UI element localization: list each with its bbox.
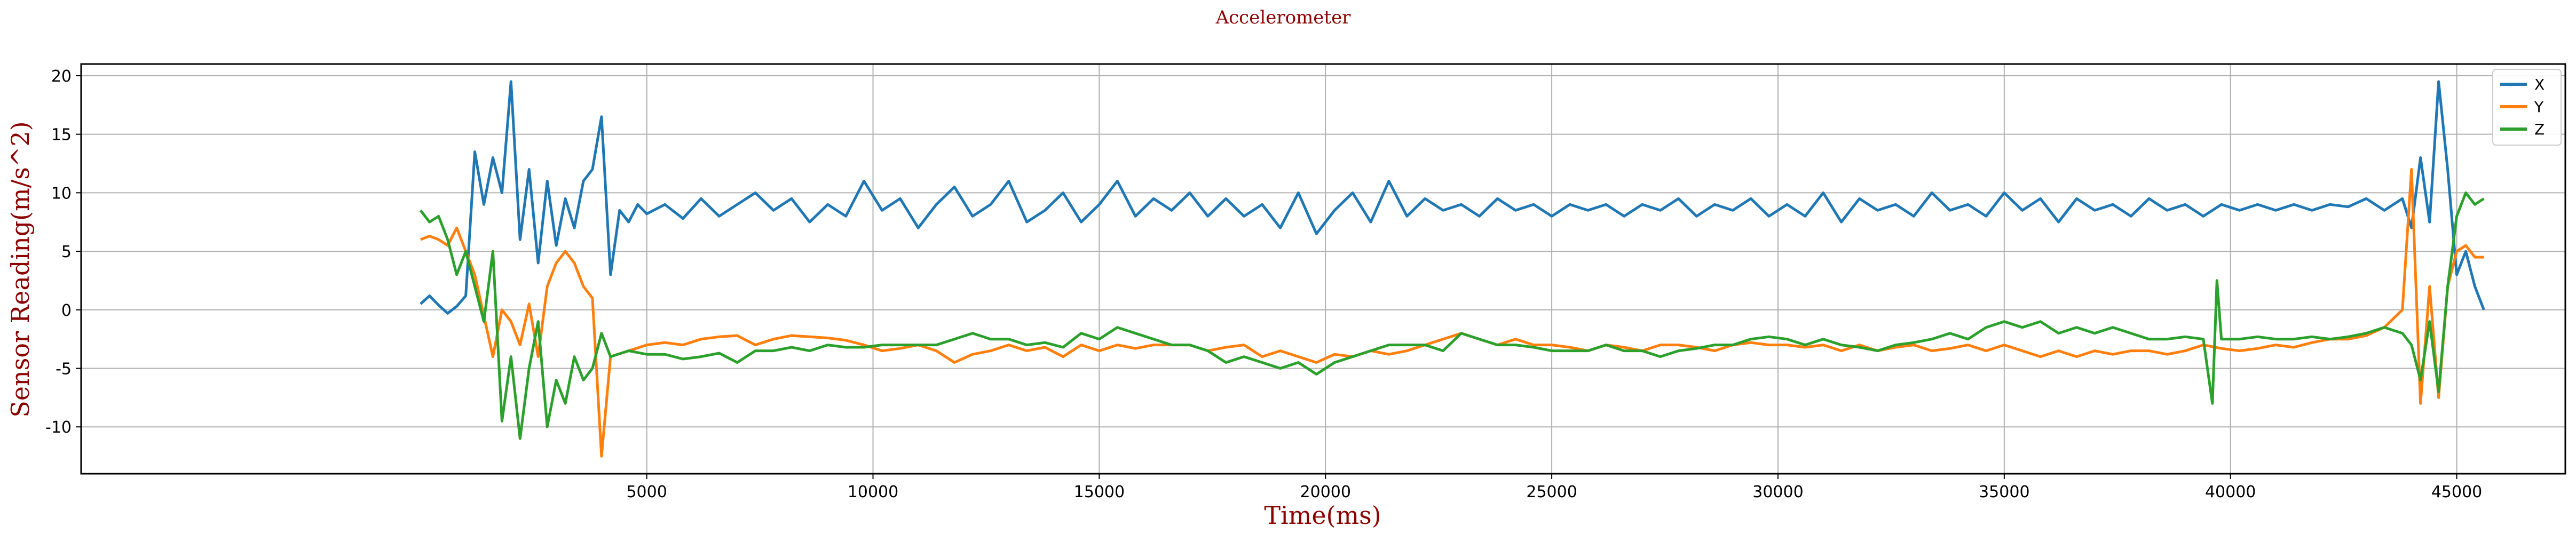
legend-label-z: Z: [2534, 121, 2545, 138]
y-axis-label: Sensor Reading(m/s^2): [6, 121, 35, 417]
x-tick-label: 40000: [2205, 483, 2256, 501]
x-tick-label: 15000: [1074, 483, 1125, 501]
y-tick-label: 5: [61, 243, 72, 261]
y-tick-label: 10: [51, 184, 72, 203]
chart-title: Accelerometer: [1215, 7, 1352, 28]
x-axis-label: Time(ms): [1264, 501, 1381, 530]
x-tick-label: 10000: [848, 483, 898, 501]
plot-frame: [80, 63, 2566, 475]
tick-layer: 5000 10000 15000 20000 25000 30000 35000 40000 4…: [45, 67, 2482, 501]
legend-label-x: X: [2534, 76, 2545, 93]
y-tick-label: -5: [56, 360, 72, 379]
x-tick-label: 30000: [1752, 483, 1803, 501]
series-line-z: [419, 191, 2485, 440]
x-tick-label: 35000: [1979, 483, 2029, 501]
x-tick-label: 20000: [1300, 483, 1351, 501]
y-tick-label: 15: [51, 126, 72, 145]
legend-label-y: Y: [2534, 98, 2544, 116]
y-tick-label: 0: [61, 301, 72, 320]
legend: XYZ: [2492, 69, 2562, 146]
y-tick-label: -10: [45, 418, 72, 437]
x-tick-label: 5000: [626, 483, 667, 501]
series-line-x: [420, 80, 2485, 315]
x-tick-label: 25000: [1526, 483, 1577, 501]
y-tick-label: 20: [51, 67, 72, 86]
series-layer: [419, 80, 2485, 458]
x-tick-label: 45000: [2431, 483, 2482, 501]
